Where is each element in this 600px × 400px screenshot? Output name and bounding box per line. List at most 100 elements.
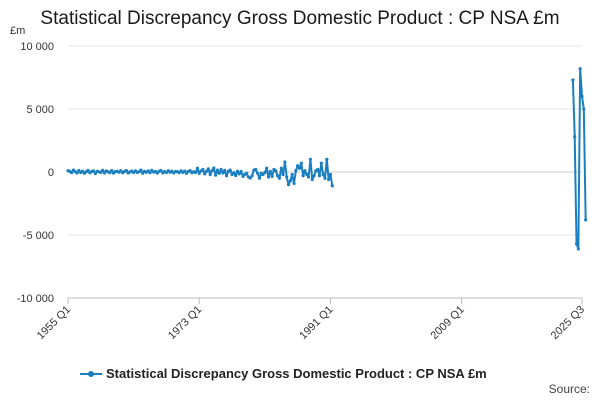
- data-point: [214, 173, 218, 177]
- x-tick-label: 1991 Q1: [297, 304, 335, 342]
- data-point: [330, 184, 334, 188]
- data-point: [215, 168, 220, 172]
- y-tick-label: -5 000: [23, 230, 54, 242]
- y-tick-label: 10 000: [20, 41, 54, 53]
- data-point: [270, 174, 274, 179]
- data-point: [297, 166, 302, 170]
- data-point: [91, 169, 96, 173]
- data-point: [204, 169, 209, 173]
- data-point: [193, 170, 198, 175]
- data-point: [212, 166, 216, 170]
- data-point: [124, 168, 128, 173]
- x-tick-label: 2009 Q1: [428, 304, 466, 342]
- data-point: [239, 169, 243, 174]
- data-point: [576, 247, 580, 251]
- data-point: [292, 181, 296, 185]
- data-point: [283, 160, 287, 164]
- data-point: [248, 176, 252, 180]
- data-point: [317, 174, 322, 178]
- data-point: [276, 174, 280, 178]
- data-point: [195, 166, 200, 170]
- data-point: [86, 168, 90, 172]
- y-tick-label: -10 000: [17, 293, 54, 305]
- data-point: [75, 171, 79, 175]
- data-point: [277, 176, 282, 180]
- x-tick-label: 2025 Q3: [549, 304, 587, 342]
- data-point: [305, 172, 309, 177]
- data-point: [571, 78, 575, 82]
- chart-title: Statistical Discrepancy Gross Domestic P…: [40, 8, 560, 29]
- y-axis-unit-label: £m: [10, 25, 25, 37]
- plot-area: [66, 67, 588, 251]
- data-point: [584, 218, 588, 222]
- x-axis: 1955 Q1 1973 Q1 1991 Q1 2009 Q1 2025 Q3: [35, 297, 587, 342]
- data-point: [265, 166, 269, 170]
- data-point: [286, 183, 291, 187]
- data-point: [299, 161, 303, 165]
- data-point: [279, 166, 283, 170]
- data-point: [188, 169, 192, 173]
- data-point: [303, 169, 307, 173]
- data-point: [312, 174, 316, 178]
- data-point: [139, 168, 143, 172]
- data-point: [288, 179, 292, 183]
- data-point: [221, 171, 225, 175]
- data-point: [573, 135, 577, 139]
- data-point: [328, 172, 333, 177]
- y-axis: 10 000 5 000 0 -5 000 -10 000: [17, 41, 54, 305]
- data-point: [285, 175, 289, 179]
- data-point: [327, 177, 331, 182]
- data-point: [159, 168, 163, 173]
- data-point: [235, 169, 240, 173]
- x-tick-label: 1973 Q1: [166, 304, 204, 342]
- data-point: [110, 169, 114, 173]
- data-point: [257, 176, 261, 180]
- data-point: [208, 172, 212, 177]
- data-point: [224, 174, 229, 178]
- data-point: [250, 174, 254, 178]
- data-point: [148, 171, 152, 175]
- data-point: [268, 169, 272, 173]
- data-point: [274, 169, 278, 173]
- x-tick-label: 1955 Q1: [35, 304, 73, 342]
- data-point: [234, 173, 238, 178]
- data-point: [197, 171, 201, 175]
- data-point: [281, 172, 285, 177]
- legend-label: Statistical Discrepancy Gross Domestic P…: [106, 366, 487, 381]
- data-point: [316, 167, 320, 172]
- data-point: [232, 171, 236, 175]
- data-point: [237, 172, 241, 176]
- series-line: [571, 67, 587, 250]
- data-point: [201, 167, 205, 172]
- data-point: [70, 171, 74, 175]
- data-point: [254, 167, 258, 172]
- data-point: [255, 171, 260, 175]
- data-point: [321, 172, 325, 177]
- legend[interactable]: Statistical Discrepancy Gross Domestic P…: [80, 366, 487, 381]
- data-point: [217, 171, 221, 175]
- data-point: [99, 170, 103, 174]
- data-point: [578, 67, 582, 71]
- data-point: [203, 172, 207, 176]
- data-point: [574, 242, 579, 246]
- data-point: [210, 169, 214, 173]
- data-point: [319, 161, 323, 165]
- data-point: [290, 172, 294, 177]
- data-point: [325, 157, 329, 161]
- data-point: [294, 169, 298, 173]
- data-point: [308, 157, 313, 161]
- data-point: [266, 175, 271, 179]
- data-point: [206, 167, 210, 171]
- data-point: [223, 168, 227, 173]
- data-point: [582, 107, 586, 111]
- data-point: [301, 174, 305, 178]
- y-tick-label: 5 000: [26, 104, 54, 116]
- data-point: [323, 176, 327, 180]
- data-point: [245, 171, 249, 175]
- data-point: [219, 167, 223, 172]
- data-point: [310, 177, 314, 182]
- data-point: [307, 175, 311, 179]
- legend-swatch-icon: [80, 370, 102, 377]
- data-point: [296, 164, 300, 168]
